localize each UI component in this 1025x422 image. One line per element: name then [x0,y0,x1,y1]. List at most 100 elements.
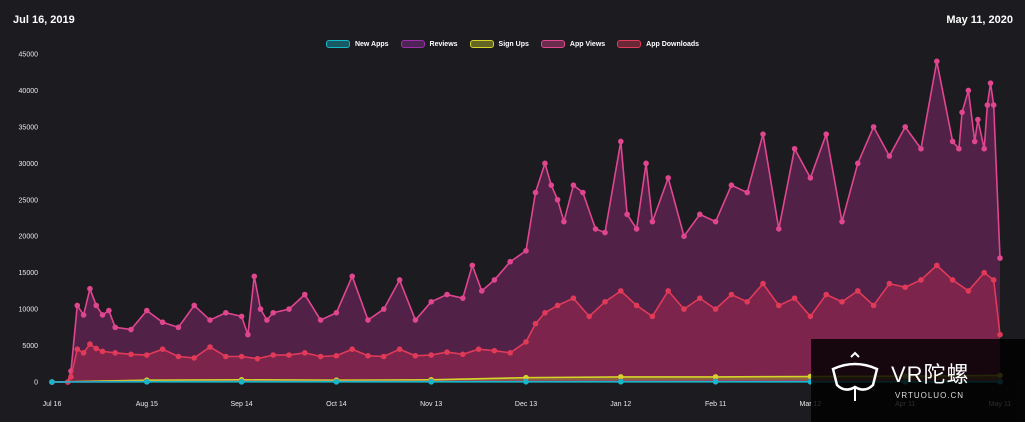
data-point-app-downloads [712,306,719,312]
data-point-app-downloads [87,341,93,347]
data-point-app-views [760,131,766,137]
data-point-app-downloads [254,355,261,362]
data-point-app-views [175,324,182,331]
chart-legend: New Apps Reviews Sign Ups App Views App … [0,40,1025,48]
legend-app-views[interactable]: App Views [540,40,605,48]
data-point-app-downloads [776,302,782,309]
data-point-app-views [918,145,924,152]
data-point-app-downloads [99,348,106,355]
data-point-new-apps [49,379,55,385]
data-point-app-views [965,87,972,94]
data-point-app-views [99,312,106,318]
data-point-app-views [302,291,308,298]
data-point-app-downloads [286,352,292,358]
data-point-app-views [532,189,539,196]
data-point-app-views [839,218,845,225]
vr-headset-logo-icon [831,351,879,401]
data-point-app-views [460,295,466,301]
data-point-app-views [956,145,962,152]
data-point-app-views [412,317,419,323]
watermark-url: VRTUOLUO.CN [895,391,965,400]
data-point-app-views [580,189,586,196]
data-point-app-downloads [649,313,656,320]
x-tick-label: Jul 16 [43,401,62,408]
data-point-app-downloads [586,313,592,320]
data-point-app-downloads [238,353,245,360]
data-point-app-views [618,138,624,145]
data-point-app-downloads [618,288,624,294]
data-point-app-views [791,145,798,152]
y-tick-label: 15000 [19,270,39,277]
data-point-app-views [975,116,981,123]
data-point-app-views [981,145,987,152]
data-point-app-downloads [175,353,182,360]
legend-label-app-downloads: App Downloads [646,40,700,48]
data-point-app-views [592,226,599,232]
data-point-app-views [649,218,656,225]
y-tick-label: 40000 [19,88,39,95]
data-point-new-apps [712,378,719,385]
data-point-app-downloads [886,280,893,287]
legend-swatch-app-views [540,40,565,48]
data-point-app-views [997,255,1003,261]
data-point-app-views [270,309,277,316]
data-point-app-downloads [191,355,197,361]
data-point-app-views [74,302,81,309]
data-point-app-downloads [681,306,687,312]
data-point-app-views [365,317,371,323]
x-tick-label: Mar 12 [800,401,822,408]
legend-app-downloads[interactable]: App Downloads [617,40,699,48]
data-point-app-views [333,309,340,316]
data-point-app-downloads [159,346,166,353]
data-point-app-views [643,160,649,167]
data-point-app-views [491,277,498,283]
x-tick-label: Aug 15 [136,401,158,408]
legend-sign-ups[interactable]: Sign Ups [469,40,529,48]
data-point-app-views [106,307,112,314]
data-point-app-views [264,317,270,323]
legend-label-new-apps: New Apps [354,40,389,48]
data-point-app-downloads [791,295,798,301]
watermark-brand: VR陀螺 [891,362,970,387]
data-point-app-downloads [728,291,735,298]
data-point-app-views [665,175,671,181]
data-point-app-downloads [412,352,419,359]
data-point-app-downloads [697,295,703,301]
data-point-app-views [507,258,513,265]
data-point-app-downloads [542,309,548,316]
data-point-app-views [80,312,87,318]
data-point-app-views [87,285,93,292]
x-tick-label: Sep 14 [231,401,253,408]
data-point-app-downloads [475,346,482,353]
y-tick-label: 30000 [19,161,39,168]
data-point-app-downloads [270,352,277,358]
y-tick-label: 10000 [19,307,39,314]
legend-swatch-app-downloads [617,40,642,48]
legend-reviews[interactable]: Reviews [400,40,458,48]
data-point-app-downloads [602,299,608,305]
data-point-app-downloads [223,353,229,360]
data-point-new-apps [333,379,340,385]
y-tick-label: 5000 [22,343,38,350]
data-point-app-views [949,138,956,145]
data-point-app-downloads [444,349,450,355]
data-point-app-downloads [823,291,829,298]
data-point-app-downloads [554,302,561,309]
data-point-app-views [934,58,940,65]
legend-swatch-new-apps [325,40,350,48]
data-point-app-downloads [491,347,498,354]
data-point-app-downloads [317,353,324,360]
data-point-app-downloads [80,350,87,356]
data-point-app-downloads [112,350,118,356]
data-point-app-downloads [744,299,750,305]
data-point-app-downloads [460,351,466,358]
data-point-app-views [561,218,567,225]
data-point-app-views [990,102,997,108]
data-point-app-views [396,277,403,283]
data-point-app-views [286,306,292,312]
data-point-app-views [807,175,814,181]
legend-label-reviews: Reviews [429,40,458,48]
data-point-app-views [548,182,555,188]
legend-new-apps[interactable]: New Apps [325,40,389,48]
data-point-app-downloads [428,352,435,358]
